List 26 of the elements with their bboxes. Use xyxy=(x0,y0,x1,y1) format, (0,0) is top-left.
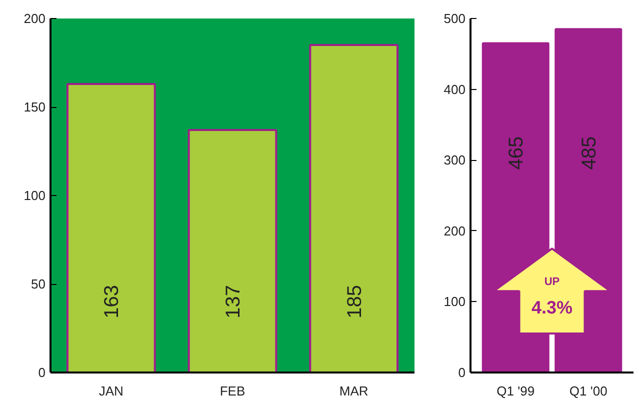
y-tick-label: 150 xyxy=(24,100,46,114)
y-tick-label: 500 xyxy=(444,11,466,26)
bar xyxy=(309,44,399,372)
data-label: 163 xyxy=(101,285,124,318)
y-tick-label: 200 xyxy=(24,11,46,26)
data-label: 137 xyxy=(222,285,244,318)
x-tick-label: FEB xyxy=(220,384,246,398)
y-tick-label: 50 xyxy=(31,276,46,292)
y-tick-label: 200 xyxy=(444,223,466,238)
y-tick-label: 300 xyxy=(444,152,466,168)
x-tick-label: JAN xyxy=(98,384,124,398)
y-tick-label: 0 xyxy=(458,365,466,380)
x-tick-label: MAR xyxy=(339,384,368,398)
data-label: 185 xyxy=(344,285,366,318)
data-label: 485 xyxy=(578,136,600,170)
y-tick-label: 100 xyxy=(444,294,466,310)
annotation: 4.3% xyxy=(531,297,573,318)
y-tick-label: 400 xyxy=(444,82,466,97)
annotation: UP xyxy=(544,276,560,288)
x-tick-label: Q1 '99 xyxy=(496,384,535,398)
bar xyxy=(188,129,278,372)
x-tick-label: Q1 '00 xyxy=(569,384,608,398)
y-tick-label: 100 xyxy=(24,188,46,203)
data-label: 465 xyxy=(506,136,528,170)
bar xyxy=(66,82,156,372)
y-tick-label: 0 xyxy=(38,365,46,380)
